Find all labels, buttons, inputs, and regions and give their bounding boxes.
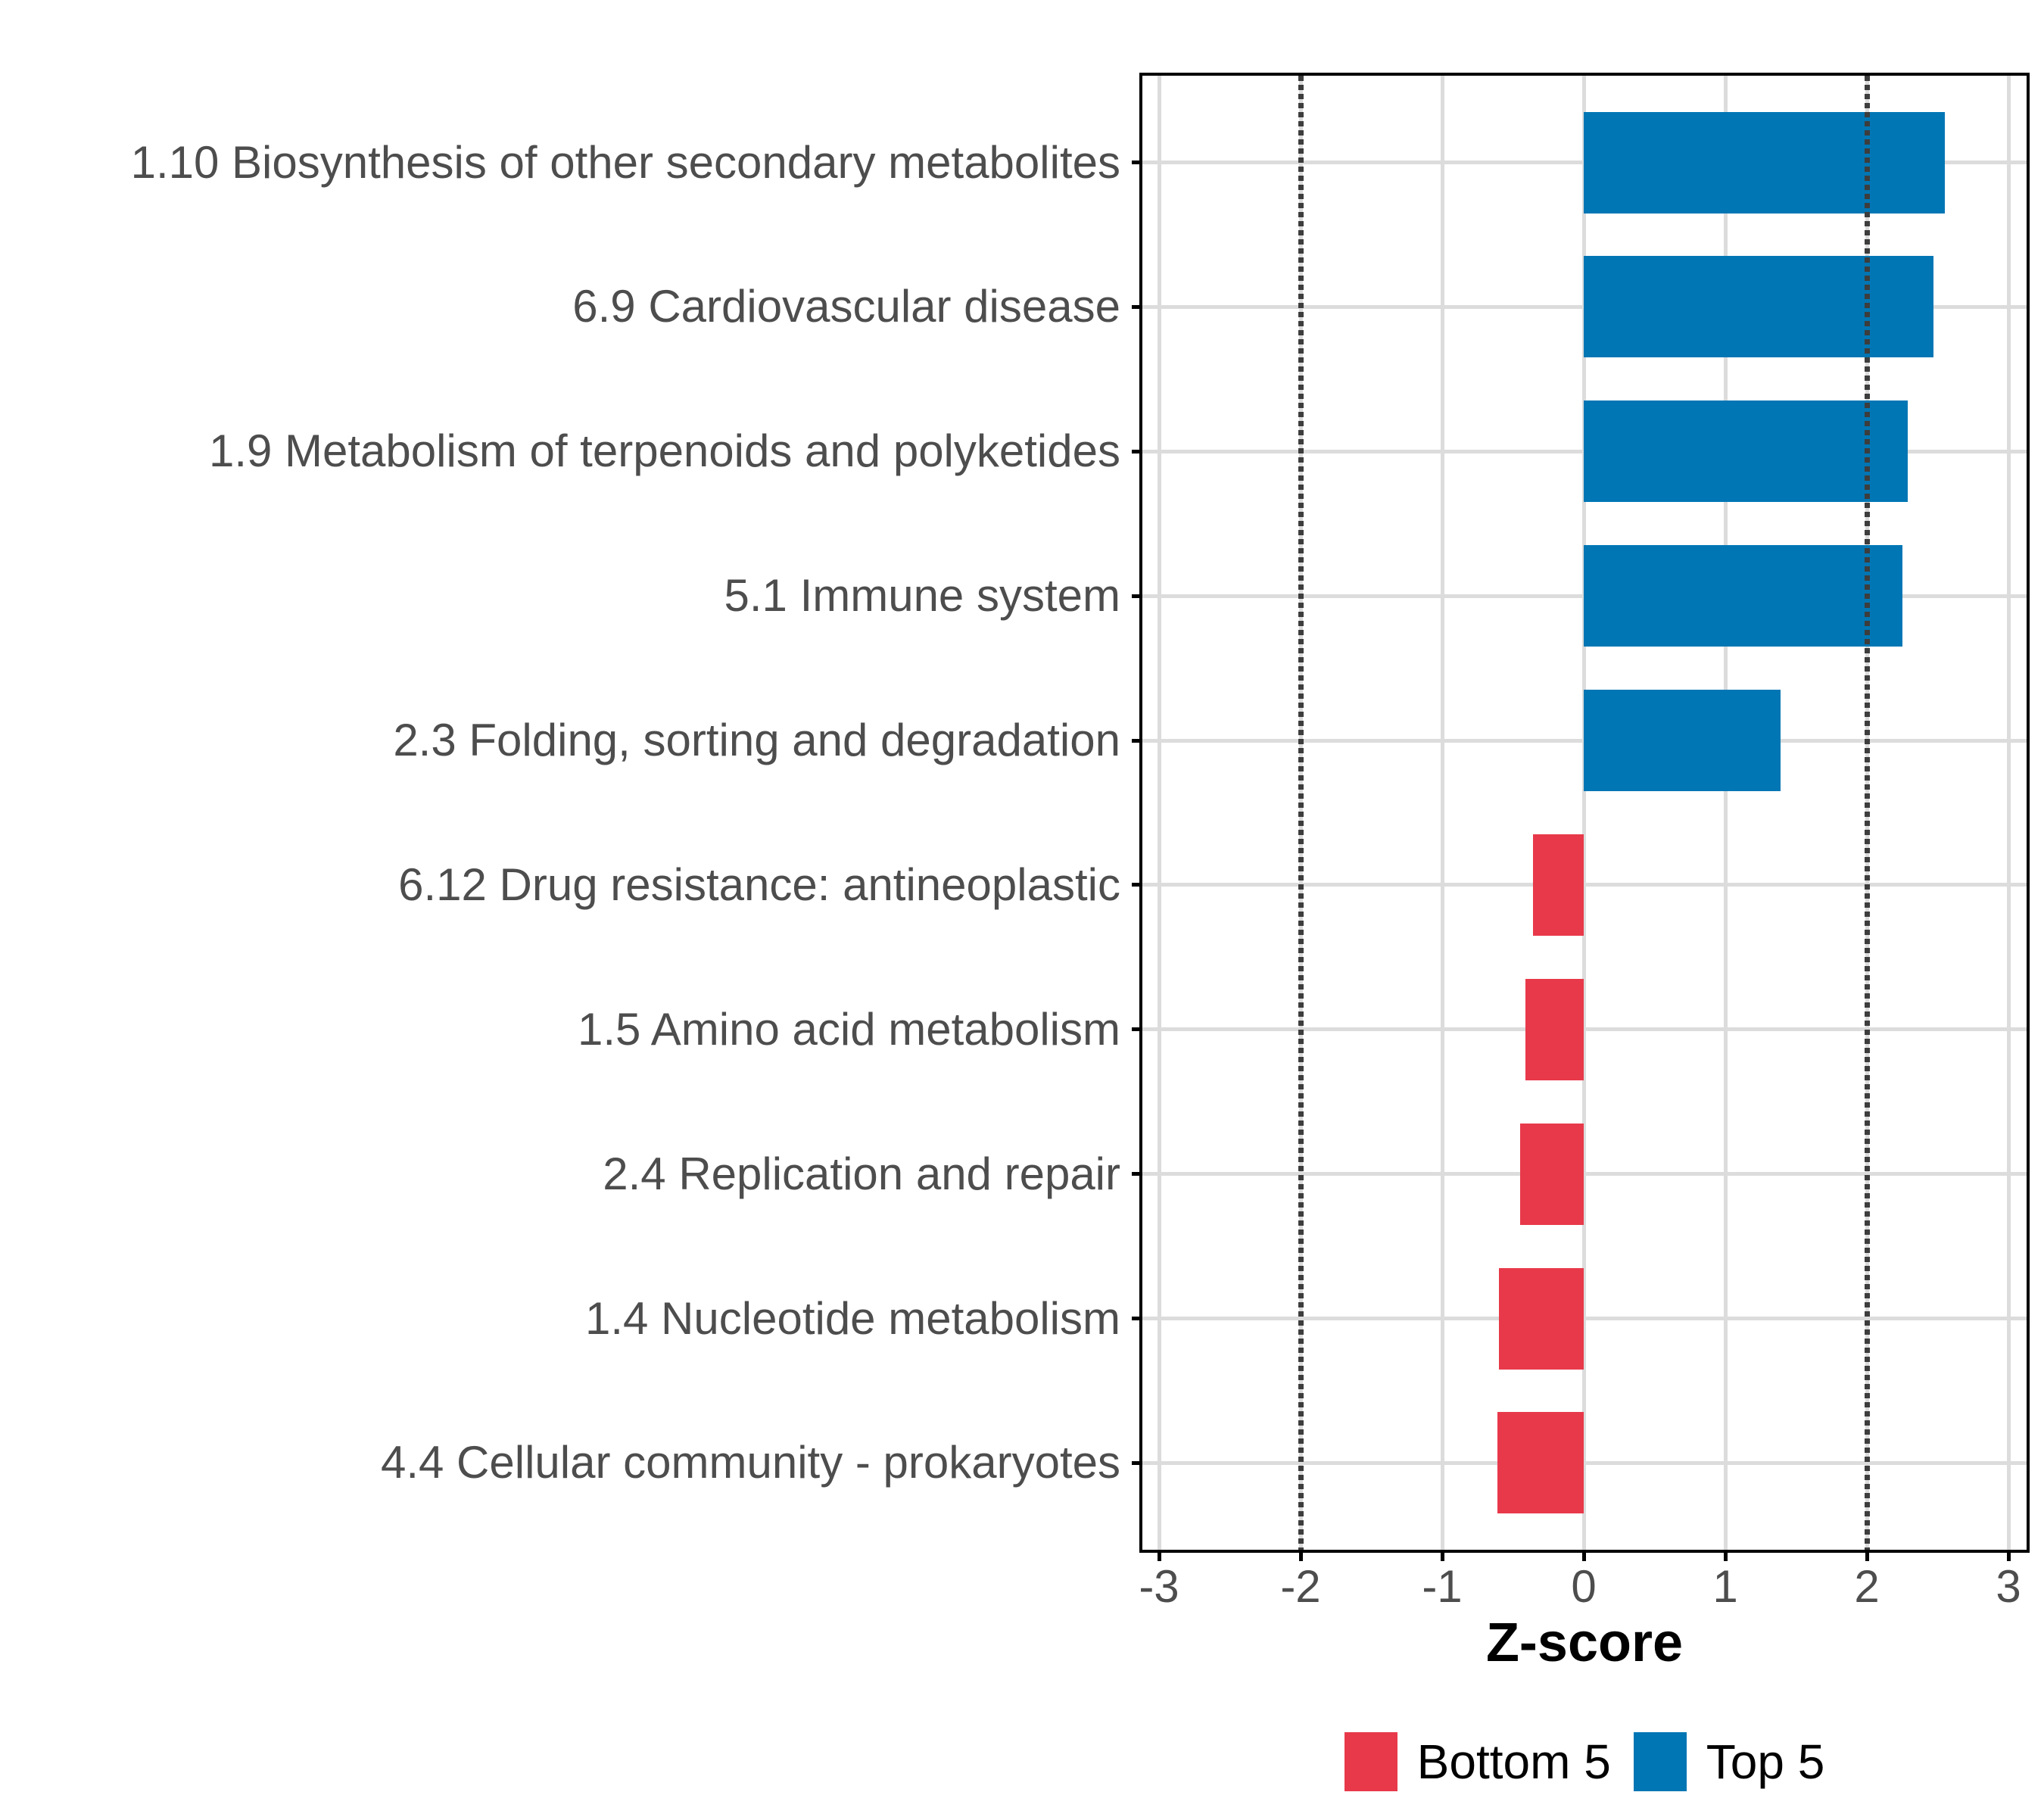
- y-axis-tick: [1132, 738, 1142, 743]
- x-tick-label: 3: [1996, 1561, 2021, 1612]
- plot-panel-border: [1139, 73, 2030, 1553]
- legend-item: Bottom 5: [1344, 1732, 1611, 1791]
- y-axis-tick: [1132, 304, 1142, 309]
- reference-line--2: [1298, 76, 1304, 1550]
- y-axis-label: 2.3 Folding, sorting and degradation: [393, 715, 1120, 766]
- legend-swatch: [1344, 1732, 1397, 1791]
- plot-panel: [1142, 76, 2027, 1550]
- bar-10: [1497, 1412, 1584, 1514]
- x-tick-label: 0: [1571, 1561, 1597, 1612]
- legend-swatch: [1633, 1732, 1687, 1791]
- legend-label: Bottom 5: [1416, 1734, 1611, 1789]
- y-axis-label: 1.10 Biosynthesis of other secondary met…: [130, 136, 1120, 188]
- bar-2: [1584, 256, 1933, 358]
- gridline-x--3: [1157, 76, 1161, 1550]
- gridline-x-0: [1581, 76, 1586, 1550]
- bar-6: [1532, 834, 1584, 936]
- gridline-x-3: [2006, 76, 2011, 1550]
- gridline-y: [1142, 1460, 2027, 1465]
- legend-item: Top 5: [1633, 1732, 1825, 1791]
- y-axis-label: 2.4 Replication and repair: [603, 1148, 1120, 1199]
- y-axis-label: 1.4 Nucleotide metabolism: [584, 1292, 1120, 1344]
- y-axis-label: 4.4 Cellular community - prokaryotes: [380, 1437, 1120, 1488]
- x-tick-label: -3: [1139, 1561, 1179, 1612]
- gridline-y: [1142, 1317, 2027, 1321]
- x-tick-label: 1: [1712, 1561, 1738, 1612]
- y-axis-tick: [1132, 883, 1142, 887]
- x-axis-tick: [1865, 1550, 1869, 1561]
- y-axis-tick: [1132, 1460, 1142, 1465]
- y-axis-label: 1.9 Metabolism of terpenoids and polyket…: [208, 425, 1120, 477]
- x-axis-tick: [2006, 1550, 2011, 1561]
- x-axis-tick: [1298, 1550, 1303, 1561]
- legend-label: Top 5: [1706, 1734, 1825, 1789]
- bar-3: [1584, 400, 1908, 503]
- legend: Bottom 5 Top 5: [1142, 1732, 2027, 1791]
- y-axis-label: 5.1 Immune system: [724, 570, 1120, 622]
- bar-8: [1519, 1123, 1584, 1225]
- x-axis-tick: [1440, 1550, 1444, 1561]
- y-axis-tick: [1132, 1172, 1142, 1177]
- gridline-y: [1142, 1027, 2027, 1032]
- reference-line-2: [1864, 76, 1870, 1550]
- x-axis-tick: [1157, 1550, 1161, 1561]
- bar-7: [1525, 978, 1584, 1080]
- y-axis-tick: [1132, 594, 1142, 598]
- gridline-x-1: [1723, 76, 1728, 1550]
- y-axis-tick: [1132, 1317, 1142, 1321]
- x-axis-tick: [1723, 1550, 1728, 1561]
- x-axis-tick: [1581, 1550, 1586, 1561]
- bar-1: [1584, 111, 1945, 213]
- y-axis-label: 6.9 Cardiovascular disease: [572, 281, 1120, 332]
- y-axis-tick: [1132, 449, 1142, 453]
- y-axis-label: 1.5 Amino acid metabolism: [577, 1003, 1120, 1055]
- x-axis-title: Z-score: [1485, 1613, 1684, 1673]
- y-axis-tick: [1132, 1027, 1142, 1032]
- bar-5: [1584, 690, 1781, 792]
- y-axis-tick: [1132, 161, 1142, 165]
- gridline-y: [1142, 1172, 2027, 1177]
- x-tick-label: -2: [1280, 1561, 1321, 1612]
- bar-9: [1498, 1267, 1584, 1370]
- y-axis-label: 6.12 Drug resistance: antineoplastic: [398, 859, 1120, 910]
- gridline-x--1: [1440, 76, 1444, 1550]
- x-tick-label: 2: [1854, 1561, 1880, 1612]
- bar-4: [1584, 545, 1902, 647]
- x-tick-label: -1: [1422, 1561, 1463, 1612]
- gridline-y: [1142, 883, 2027, 887]
